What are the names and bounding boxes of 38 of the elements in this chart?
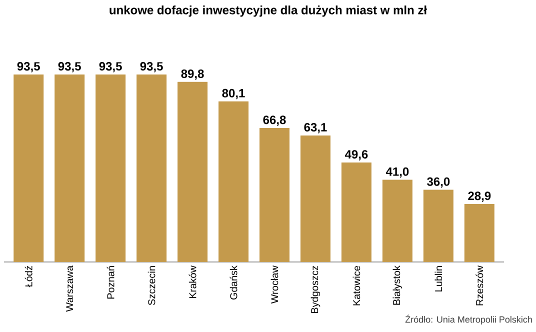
bar [382,180,412,262]
bar [14,74,44,262]
bar [54,74,85,262]
x-tick-label: Wrocław [270,266,278,304]
bar [96,74,126,262]
bar [300,135,330,262]
x-tick-label: Poznań [106,266,114,299]
bar [178,82,208,262]
data-label: 93,5 [17,62,40,72]
data-label: 36,0 [427,177,450,188]
data-label: 89,8 [181,69,204,80]
bar [136,74,167,262]
data-label: 80,1 [222,88,245,100]
bar [218,101,249,262]
bar [464,204,494,262]
data-label: 28,9 [468,192,491,202]
data-label: 93,5 [140,62,163,72]
bar [423,190,454,262]
data-label: 49,6 [344,150,368,160]
x-tick-label: Rzeszów [476,266,484,306]
bar [259,128,290,262]
x-tick-label: Warszawa [66,266,74,312]
x-tick-label: Gdańsk [230,266,238,300]
data-label: 41,0 [386,167,409,178]
bar [341,162,372,262]
chart-title: unkowe dofacje inwestycyjne dla dużych miast w mln zł [110,6,427,17]
text: Źródło: Unia Metropolii Polskich [405,314,532,324]
x-tick-label: Katowice [352,266,360,306]
x-tick-label: Łódź [24,266,32,288]
data-label: 66,8 [263,116,286,126]
x-tick-label: Kraków [188,266,196,298]
x-tick-label: Bydgoszcz [310,266,320,314]
x-tick-label: Szczecin [148,266,156,306]
data-label: 63,1 [304,123,327,134]
x-tick-label: Lublin [434,266,442,292]
data-label: 93,5 [99,62,122,72]
x-tick-label: Białystok [392,266,402,305]
data-label: 93,5 [58,62,81,72]
